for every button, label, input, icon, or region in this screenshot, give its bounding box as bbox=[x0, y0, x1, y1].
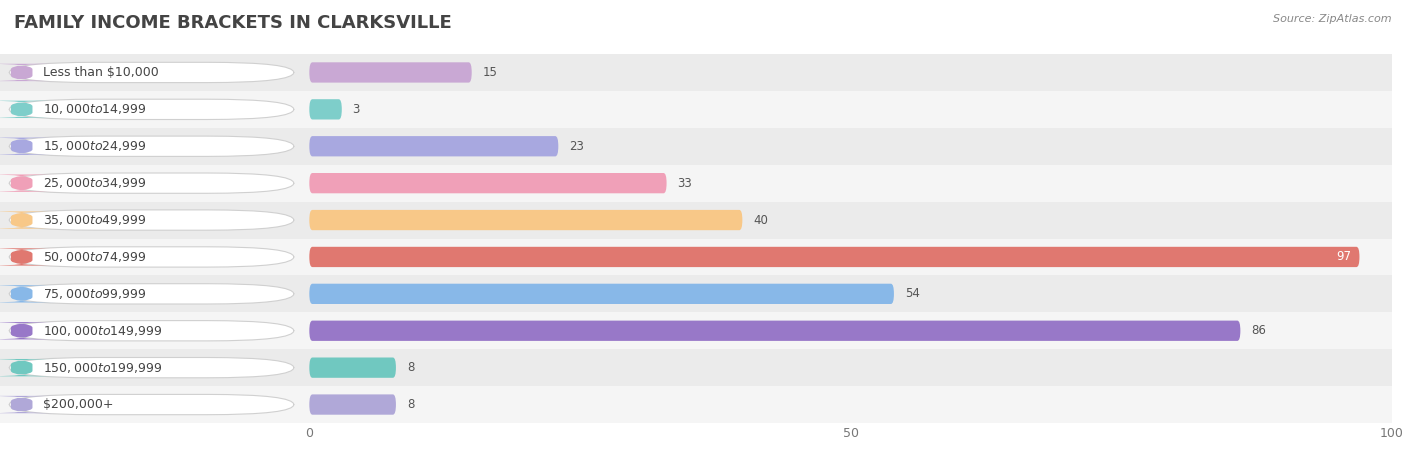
FancyBboxPatch shape bbox=[10, 62, 294, 83]
Text: $200,000+: $200,000+ bbox=[44, 398, 114, 411]
FancyBboxPatch shape bbox=[309, 165, 1392, 202]
FancyBboxPatch shape bbox=[0, 285, 58, 302]
FancyBboxPatch shape bbox=[0, 349, 309, 386]
FancyBboxPatch shape bbox=[0, 359, 58, 376]
FancyBboxPatch shape bbox=[309, 99, 342, 120]
FancyBboxPatch shape bbox=[309, 320, 1240, 341]
FancyBboxPatch shape bbox=[0, 312, 309, 349]
FancyBboxPatch shape bbox=[309, 394, 396, 415]
FancyBboxPatch shape bbox=[10, 320, 294, 341]
FancyBboxPatch shape bbox=[309, 62, 472, 83]
Text: $50,000 to $74,999: $50,000 to $74,999 bbox=[44, 250, 146, 264]
FancyBboxPatch shape bbox=[10, 357, 294, 378]
FancyBboxPatch shape bbox=[0, 202, 309, 238]
Text: 86: 86 bbox=[1251, 324, 1265, 337]
Text: 8: 8 bbox=[406, 361, 415, 374]
FancyBboxPatch shape bbox=[309, 136, 558, 157]
FancyBboxPatch shape bbox=[10, 284, 294, 304]
FancyBboxPatch shape bbox=[0, 91, 309, 128]
Text: 97: 97 bbox=[1336, 251, 1351, 263]
FancyBboxPatch shape bbox=[10, 173, 294, 194]
Text: 23: 23 bbox=[569, 140, 583, 153]
FancyBboxPatch shape bbox=[309, 173, 666, 194]
FancyBboxPatch shape bbox=[0, 101, 58, 118]
Text: $25,000 to $34,999: $25,000 to $34,999 bbox=[44, 176, 146, 190]
FancyBboxPatch shape bbox=[309, 357, 396, 378]
FancyBboxPatch shape bbox=[309, 54, 1392, 91]
FancyBboxPatch shape bbox=[309, 91, 1392, 128]
FancyBboxPatch shape bbox=[309, 128, 1392, 165]
Text: 40: 40 bbox=[754, 214, 768, 226]
Text: $10,000 to $14,999: $10,000 to $14,999 bbox=[44, 102, 146, 117]
FancyBboxPatch shape bbox=[10, 99, 294, 120]
Text: $35,000 to $49,999: $35,000 to $49,999 bbox=[44, 213, 146, 227]
Text: 54: 54 bbox=[905, 288, 920, 300]
FancyBboxPatch shape bbox=[0, 396, 58, 413]
FancyBboxPatch shape bbox=[0, 138, 58, 155]
Text: Less than $10,000: Less than $10,000 bbox=[44, 66, 159, 79]
FancyBboxPatch shape bbox=[0, 248, 58, 266]
Text: $75,000 to $99,999: $75,000 to $99,999 bbox=[44, 287, 146, 301]
FancyBboxPatch shape bbox=[309, 312, 1392, 349]
FancyBboxPatch shape bbox=[309, 247, 1360, 267]
Text: $15,000 to $24,999: $15,000 to $24,999 bbox=[44, 139, 146, 153]
FancyBboxPatch shape bbox=[10, 247, 294, 267]
Text: FAMILY INCOME BRACKETS IN CLARKSVILLE: FAMILY INCOME BRACKETS IN CLARKSVILLE bbox=[14, 14, 451, 32]
FancyBboxPatch shape bbox=[0, 54, 309, 91]
FancyBboxPatch shape bbox=[309, 238, 1392, 275]
FancyBboxPatch shape bbox=[309, 210, 742, 230]
FancyBboxPatch shape bbox=[0, 64, 58, 81]
FancyBboxPatch shape bbox=[309, 202, 1392, 238]
FancyBboxPatch shape bbox=[10, 394, 294, 415]
FancyBboxPatch shape bbox=[309, 349, 1392, 386]
Text: $150,000 to $199,999: $150,000 to $199,999 bbox=[44, 360, 163, 375]
FancyBboxPatch shape bbox=[0, 128, 309, 165]
FancyBboxPatch shape bbox=[0, 386, 309, 423]
Text: $100,000 to $149,999: $100,000 to $149,999 bbox=[44, 324, 163, 338]
Text: 33: 33 bbox=[678, 177, 692, 189]
Text: 3: 3 bbox=[353, 103, 360, 116]
FancyBboxPatch shape bbox=[0, 238, 309, 275]
FancyBboxPatch shape bbox=[0, 175, 58, 192]
FancyBboxPatch shape bbox=[0, 322, 58, 339]
FancyBboxPatch shape bbox=[0, 165, 309, 202]
FancyBboxPatch shape bbox=[0, 212, 58, 229]
Text: 8: 8 bbox=[406, 398, 415, 411]
FancyBboxPatch shape bbox=[0, 275, 309, 312]
FancyBboxPatch shape bbox=[309, 275, 1392, 312]
Text: 15: 15 bbox=[482, 66, 498, 79]
Text: Source: ZipAtlas.com: Source: ZipAtlas.com bbox=[1274, 14, 1392, 23]
FancyBboxPatch shape bbox=[10, 136, 294, 157]
FancyBboxPatch shape bbox=[309, 386, 1392, 423]
FancyBboxPatch shape bbox=[309, 284, 894, 304]
FancyBboxPatch shape bbox=[10, 210, 294, 230]
